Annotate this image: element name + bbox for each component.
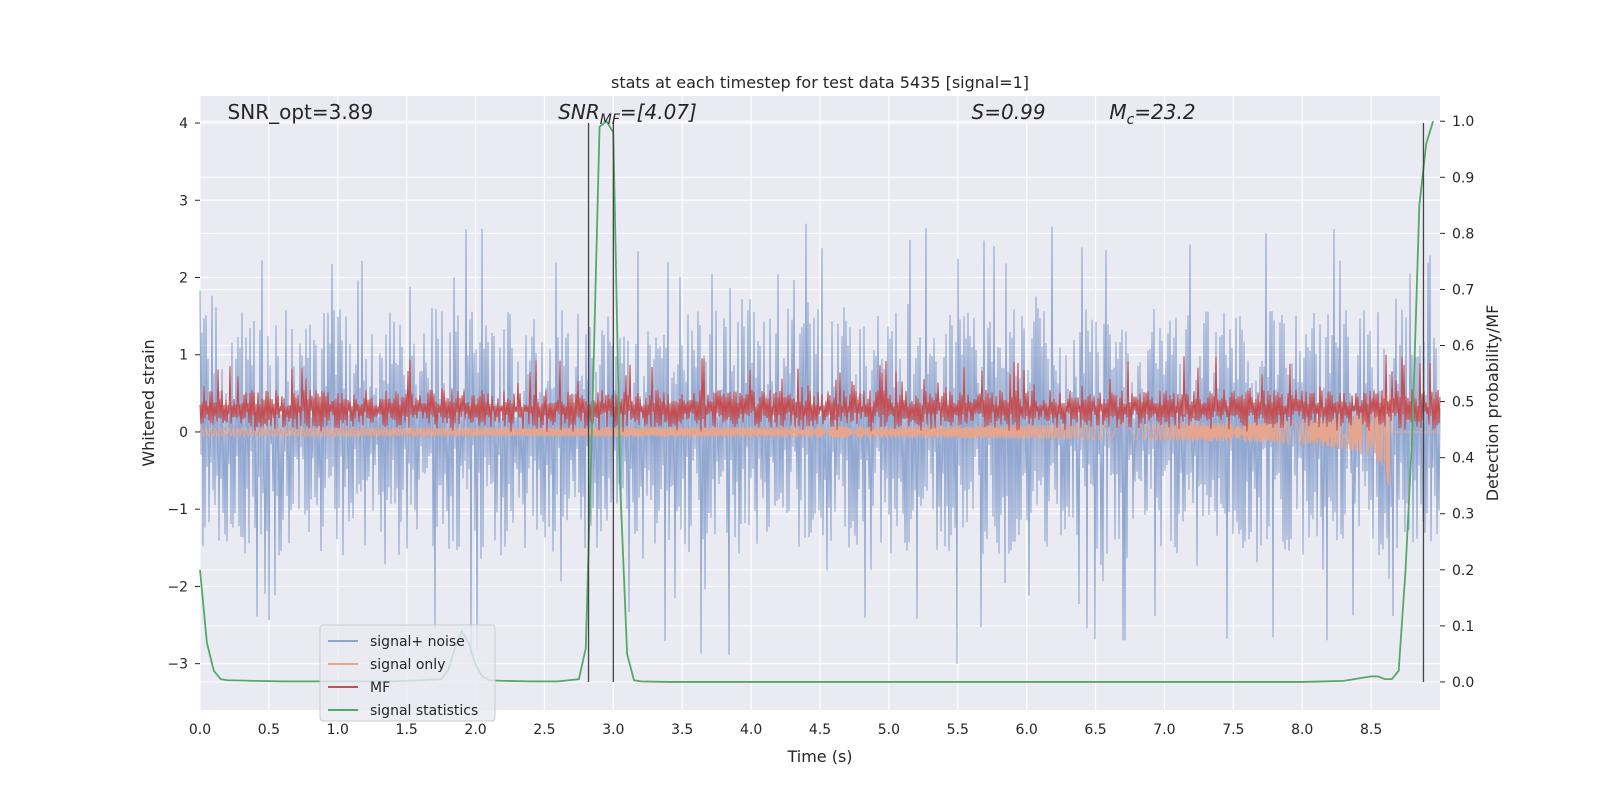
x-tick-label: 1.0: [327, 722, 349, 738]
y-left-tick-label: 2: [179, 270, 188, 286]
annotations: SNR_opt=3.89 SNRMF=[4.07] S=0.99 Mc=23.2: [228, 100, 1196, 128]
y-right-tick-label: 1.0: [1452, 114, 1474, 130]
x-tick-label: 4.0: [740, 722, 762, 738]
y-left-tick-label: 3: [179, 193, 188, 209]
x-tick-label: 0.5: [258, 722, 280, 738]
y-right-tick-label: 0.4: [1452, 451, 1474, 467]
x-tick-label: 5.5: [947, 722, 969, 738]
x-tick-label: 4.5: [809, 722, 831, 738]
annotation-text: Mc=23.2: [1109, 100, 1195, 128]
x-tick-label: 8.0: [1291, 722, 1313, 738]
legend-label: signal only: [370, 657, 445, 673]
y-right-tick-label: 0.9: [1452, 170, 1474, 186]
y-right-tick-label: 0.0: [1452, 675, 1474, 691]
annotation-text: S=0.99: [972, 100, 1046, 124]
series-line-signal-only: [199, 388, 1440, 486]
y-left-tick-label: 1: [179, 348, 188, 364]
series-line-mf: [199, 354, 1441, 432]
y-left-tick-label: 4: [179, 116, 188, 132]
y-axis-label-left: Whitened strain: [139, 339, 158, 466]
y-right-tick-label: 0.5: [1452, 395, 1474, 411]
legend-label: signal+ noise: [370, 634, 465, 650]
y-right-tick-label: 0.1: [1452, 619, 1474, 635]
x-tick-label: 7.5: [1222, 722, 1244, 738]
y-right-tick-label: 0.7: [1452, 282, 1474, 298]
x-tick-label: 1.5: [396, 722, 418, 738]
y-axis-label-right: Detection probability/MF: [1483, 305, 1502, 502]
x-tick-label: 6.0: [1016, 722, 1038, 738]
tick-labels: 0.0 0.5 1.0 1.5 2.0 2.5 3.0 3.5 4.0 4.5 5.0 5.5 6.0 6…: [167, 114, 1474, 738]
y-right-tick-label: 0.3: [1452, 507, 1474, 523]
y-right-tick-label: 0.8: [1452, 226, 1474, 242]
x-tick-label: 8.5: [1360, 722, 1382, 738]
y-right-tick-label: 0.2: [1452, 563, 1474, 579]
annotation-text: SNR_opt=3.89: [228, 100, 374, 124]
legend-label: MF: [370, 680, 390, 696]
y-left-tick-label: −3: [167, 657, 188, 673]
x-tick-label: 6.5: [1084, 722, 1106, 738]
x-tick-label: 2.5: [533, 722, 555, 738]
legend-label: signal statistics: [370, 703, 478, 719]
legend: signal+ noise signal only MF signal statist…: [319, 624, 496, 722]
x-tick-label: 5.0: [878, 722, 900, 738]
x-tick-label: 0.0: [189, 722, 211, 738]
vertical-lines: [587, 123, 1425, 682]
x-tick-label: 3.5: [671, 722, 693, 738]
x-tick-label: 2.0: [464, 722, 486, 738]
chart-title: stats at each timestep for test data 543…: [611, 73, 1029, 92]
annotation-text: SNRMF=[4.07]: [558, 100, 697, 128]
y-left-tick-label: 0: [179, 425, 188, 441]
x-tick-label: 7.0: [1153, 722, 1175, 738]
x-tick-label: 3.0: [602, 722, 624, 738]
x-axis-label: Time (s): [786, 747, 852, 766]
legend-box: [319, 624, 496, 722]
y-left-tick-label: −2: [167, 579, 188, 595]
y-right-tick-label: 0.6: [1452, 339, 1474, 355]
series-line-signal-noise: [199, 223, 1441, 664]
y-left-tick-label: −1: [167, 502, 188, 518]
